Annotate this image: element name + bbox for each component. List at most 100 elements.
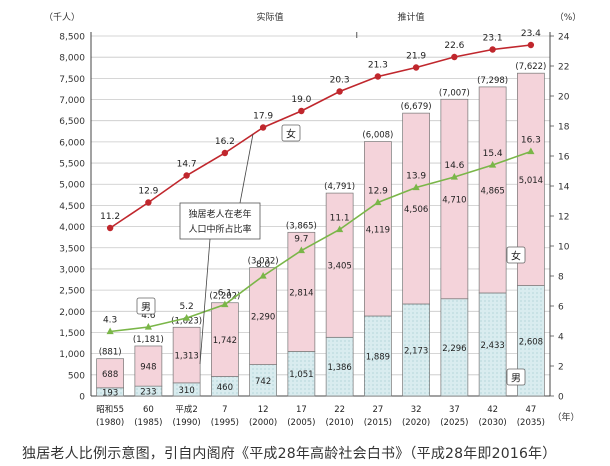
female-ratio-value: 22.6 [444, 41, 464, 51]
female-ratio-point [451, 53, 458, 61]
female-ratio-value: 17.9 [253, 112, 273, 122]
male-ratio-point [450, 173, 458, 180]
right-tick-label: 0 [558, 393, 564, 403]
bar-female-value: 688 [102, 370, 118, 380]
callout-text-line1: 独居老人在老年 [188, 208, 251, 220]
male-ratio-value: 9.7 [294, 235, 308, 245]
female-ratio-value: 21.9 [406, 52, 426, 62]
bar-total-value: (1,623) [171, 316, 202, 326]
left-tick-label: 0 [79, 393, 85, 403]
x-tick-year: (2005) [287, 418, 315, 428]
x-axis-unit: （年） [552, 411, 579, 423]
female-ratio-value: 23.1 [483, 34, 503, 44]
x-tick-era: 32 [411, 405, 422, 415]
female-ratio-point [489, 46, 496, 53]
bar-male [325, 336, 354, 397]
male-ratio-point [489, 161, 497, 168]
bar-male-value: 2,608 [519, 337, 543, 347]
bar-female [402, 112, 430, 305]
male-line-label: 男 [141, 302, 151, 314]
left-tick-label: 7,500 [59, 75, 85, 85]
female-ratio-value: 16.2 [215, 137, 235, 147]
male-ratio-point [412, 183, 420, 191]
bar-total-value: (4,791) [324, 182, 355, 192]
bar-female [211, 302, 239, 377]
section-label-estimated: 推计值 [397, 11, 424, 23]
male-ratio-point [221, 300, 229, 308]
male-ratio-value: 5.2 [179, 302, 193, 312]
left-tick-label: 2,500 [59, 287, 85, 297]
right-tick-label: 20 [558, 93, 570, 103]
female-ratio-point [183, 172, 190, 179]
male-ratio-point [183, 314, 191, 321]
bar-male-value: 2,296 [442, 344, 466, 354]
male-line-label-box [136, 297, 156, 315]
callout-box [179, 202, 261, 240]
female-ratio-point [221, 149, 229, 157]
bar-female-value: 4,865 [480, 186, 504, 196]
left-tick-label: 4,500 [59, 202, 85, 212]
bar-female [172, 326, 201, 384]
x-tick-era: 27 [372, 405, 383, 415]
female-ratio-value: 14.7 [177, 160, 197, 170]
right-tick-label: 2 [558, 363, 564, 373]
right-axis-unit: （%） [555, 12, 582, 23]
bar-female [134, 345, 163, 387]
bar-male-value: 2,173 [404, 346, 428, 356]
x-tick-era: 60 [143, 405, 154, 415]
x-tick-era: 7 [222, 405, 227, 415]
bar-male [287, 351, 316, 397]
left-axis-unit: （千人） [44, 12, 80, 23]
bar-total-value: (3,032) [248, 257, 279, 267]
x-tick-era: 42 [487, 405, 498, 415]
male-ratio-value: 15.4 [483, 149, 503, 159]
male-ratio-value: 6.1 [218, 289, 232, 299]
right-tick-label: 18 [558, 123, 570, 133]
bar-total-value: (1,181) [133, 335, 164, 345]
bar-female-value: 1,313 [174, 352, 198, 362]
x-tick-year: (2020) [402, 418, 430, 428]
female-ratio-value: 19.0 [291, 95, 311, 105]
male-ratio-value: 16.3 [521, 136, 541, 146]
x-tick-era: 37 [449, 405, 460, 415]
right-tick-label: 16 [558, 153, 570, 163]
male-ratio-point [144, 323, 152, 330]
female-ratio-point [259, 124, 267, 131]
male-bar-label: 男 [511, 373, 521, 385]
bar-female [440, 98, 469, 300]
female-ratio-point [336, 88, 343, 95]
bar-male [478, 292, 507, 397]
right-tick-label: 10 [558, 243, 570, 253]
left-tick-label: 7,000 [59, 96, 85, 106]
callout-text-line2: 人口中所占比率 [188, 223, 251, 235]
bar-female-value: 4,119 [366, 225, 390, 235]
figure-caption: 独居老人比例示意图，引自内阁府《平成28年高龄社会白书》（平成28年即2016年… [22, 446, 557, 462]
male-bar-label-box [506, 368, 526, 386]
right-tick-label: 8 [558, 273, 564, 283]
male-ratio-value: 4.3 [103, 316, 117, 326]
bar-total-value: (7,622) [515, 62, 546, 72]
bar-male-value: 233 [140, 388, 156, 398]
male-ratio-point [106, 327, 114, 335]
x-tick-era: 12 [258, 405, 269, 415]
female-ratio-point [298, 107, 305, 115]
female-ratio-value: 23.4 [521, 29, 541, 39]
right-tick-label: 4 [558, 333, 564, 343]
x-tick-year: (1980) [96, 418, 124, 428]
x-tick-era: 平成2 [175, 404, 197, 415]
male-ratio-point [336, 225, 344, 233]
female-ratio-point [412, 64, 420, 71]
bar-female-value: 3,405 [327, 262, 351, 272]
left-tick-label: 8,000 [59, 54, 85, 64]
bar-male-value: 1,051 [289, 370, 313, 380]
male-ratio-value: 13.9 [406, 172, 426, 182]
female-line-label: 女 [286, 128, 296, 141]
bar-total-value: (3,865) [286, 221, 317, 231]
male-ratio-line [110, 150, 532, 333]
left-tick-label: 4,000 [59, 223, 85, 233]
x-tick-year: (2025) [440, 418, 468, 428]
bar-total-value: (6,679) [401, 102, 432, 112]
female-ratio-value: 12.9 [138, 187, 158, 197]
bar-male-value: 310 [179, 386, 195, 396]
